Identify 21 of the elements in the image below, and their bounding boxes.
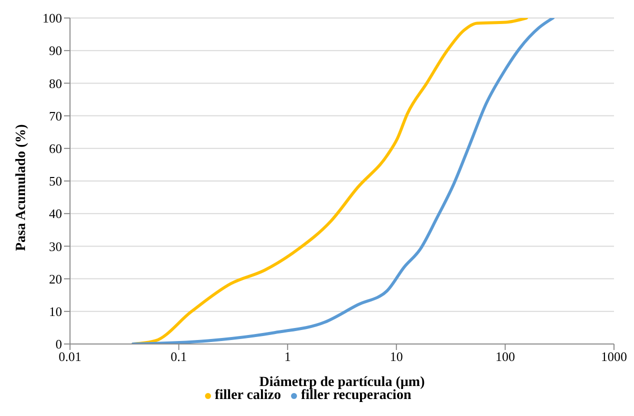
y-tick-label: 0 [56, 336, 62, 352]
y-tick-label: 30 [49, 238, 62, 254]
y-tick-label: 10 [49, 304, 62, 320]
x-tick-label: 10 [390, 349, 403, 364]
y-tick-label: 40 [49, 206, 62, 222]
legend-label: filler calizo [214, 388, 281, 403]
y-axis-title: Pasa Acumulado (%) [14, 124, 29, 251]
y-tick-label: 20 [49, 271, 62, 286]
y-tick-label: 100 [42, 10, 62, 26]
y-tick-label: 80 [49, 76, 62, 91]
y-tick-label: 70 [49, 108, 62, 124]
x-tick-label: 1000 [601, 349, 627, 364]
x-axis-title: Diámetrp de partícula (µm) [259, 375, 426, 390]
y-tick-label: 90 [49, 43, 62, 58]
y-tick-label: 50 [49, 174, 62, 189]
x-tick-label: 1 [284, 349, 291, 364]
x-tick-label: 0.1 [170, 349, 187, 364]
x-tick-label: 0.01 [58, 349, 82, 364]
y-tick-label: 60 [49, 141, 62, 156]
x-tick-label: 100 [495, 349, 515, 364]
legend-label: filler recuperacion [300, 388, 412, 403]
